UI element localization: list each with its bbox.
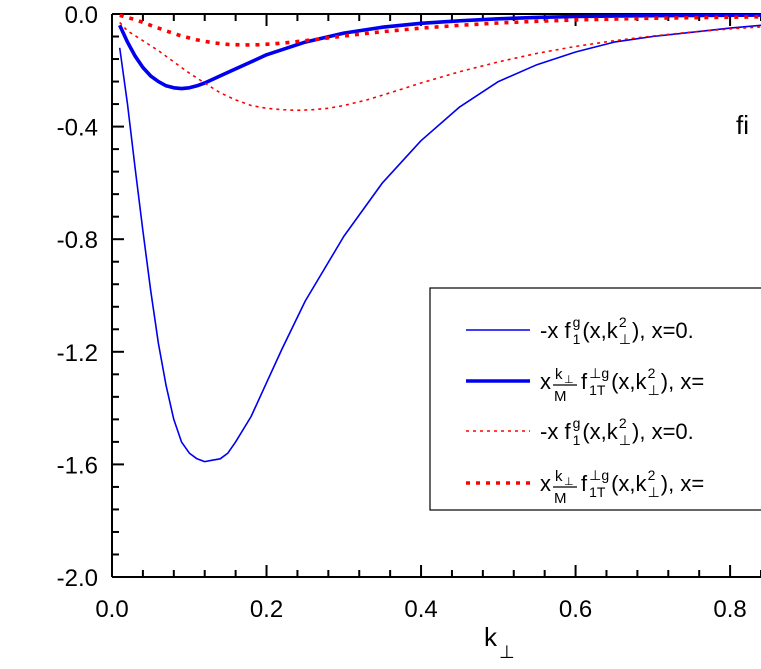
legend-text-part: 2: [648, 467, 656, 483]
y-tick-label: 0.0: [65, 2, 98, 29]
legend-entry-4: x k ⊥M f ⊥g1T (x,k 2⊥), x=: [540, 467, 704, 507]
legend-text-part: k: [555, 366, 563, 383]
legend-text-part: ⊥g: [589, 365, 609, 381]
series-layer: [118, 14, 761, 463]
series-line-2: [118, 14, 761, 91]
axis-tick-labels: 0.0 0.2 0.4 0.6 0.8 0.0 -0.4 -0.8 -1.2 -1.6 -2.0: [57, 2, 747, 623]
panel-label: fi: [736, 110, 749, 140]
legend-text-part: k: [555, 468, 563, 485]
legend-text-part: ), x=0.: [632, 318, 694, 343]
legend-text-part: x: [540, 471, 551, 496]
legend-text-part: ⊥: [648, 484, 660, 500]
legend-text-part: ⊥: [564, 476, 574, 488]
legend-text-part: 2: [648, 365, 656, 381]
y-tick-label: -1.2: [57, 340, 98, 367]
legend-text-part: g: [573, 415, 581, 431]
x-axis-title: k ⊥: [484, 622, 515, 662]
svg-text:⊥: ⊥: [499, 642, 515, 662]
legend-text-part: 1T: [589, 484, 606, 500]
series-line-1: [118, 24, 761, 463]
legend-text-part: M: [554, 388, 567, 405]
x-tick-label: 0.0: [95, 596, 128, 623]
x-tick-label: 0.2: [250, 596, 283, 623]
legend-text-part: ⊥g: [589, 467, 609, 483]
legend: -x f g1 (x,k 2⊥), x=0.x k ⊥M f ⊥g1T (x,k 2⊥),…: [429, 287, 761, 511]
legend-text-part: ), x=: [661, 471, 704, 496]
y-tick-label: -2.0: [57, 565, 98, 592]
legend-box: [429, 287, 761, 511]
legend-text-part: ⊥: [619, 432, 631, 448]
legend-entry-2: x k ⊥M f ⊥g1T (x,k 2⊥), x=: [540, 365, 704, 405]
legend-text-part: ⊥: [648, 382, 660, 398]
legend-text-part: (x,k: [611, 369, 647, 394]
legend-text-part: 2: [619, 415, 627, 431]
x-tick-label: 0.6: [559, 596, 592, 623]
svg-text:k: k: [484, 622, 498, 652]
legend-text-part: (x,k: [582, 318, 618, 343]
legend-text-part: 1: [573, 432, 581, 448]
legend-text-part: x: [540, 369, 551, 394]
legend-entry-1: -x f g1 (x,k 2⊥), x=0.: [540, 314, 694, 347]
legend-text-part: ), x=0.: [632, 419, 694, 444]
legend-text-part: g: [573, 314, 581, 330]
legend-text-part: -x f: [540, 419, 571, 444]
legend-text-part: M: [554, 490, 567, 507]
legend-text-part: 1T: [589, 382, 606, 398]
series-line-4: [119, 14, 761, 47]
series-line-3: [119, 21, 761, 112]
y-tick-label: -0.4: [57, 115, 98, 142]
x-tick-label: 0.8: [713, 596, 746, 623]
legend-text-part: ⊥: [564, 374, 574, 386]
y-tick-label: -1.6: [57, 452, 98, 479]
legend-text-part: f: [581, 471, 588, 496]
legend-entry-3: -x f g1 (x,k 2⊥), x=0.: [540, 415, 694, 448]
legend-text-part: f: [581, 369, 588, 394]
y-tick-label: -0.8: [57, 227, 98, 254]
legend-text-part: -x f: [540, 318, 571, 343]
legend-text-part: 1: [573, 331, 581, 347]
legend-text-part: ⊥: [619, 331, 631, 347]
x-tick-label: 0.4: [404, 596, 437, 623]
legend-text-part: (x,k: [582, 419, 618, 444]
legend-text-part: ), x=: [661, 369, 704, 394]
legend-text-part: 2: [619, 314, 627, 330]
legend-text-part: (x,k: [611, 471, 647, 496]
